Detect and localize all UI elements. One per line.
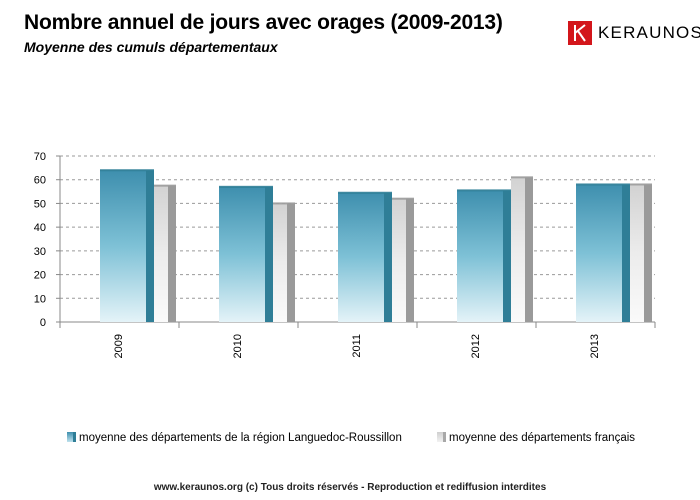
bar-side-region-2011 bbox=[384, 192, 392, 322]
bar-side-france-2009 bbox=[168, 185, 176, 322]
y-tick-label: 0 bbox=[40, 317, 46, 329]
y-tick-label: 30 bbox=[34, 246, 46, 258]
bar-top-region-2009 bbox=[100, 169, 154, 172]
bar-france-2012 bbox=[511, 177, 525, 322]
logo-text: KERAUNOS bbox=[598, 23, 700, 42]
bar-france-2009 bbox=[154, 185, 168, 322]
legend-swatch bbox=[437, 432, 443, 442]
legend-label: moyenne des départements français bbox=[449, 432, 635, 444]
y-tick-label: 60 bbox=[34, 175, 46, 187]
legend-label: moyenne des départements de la région La… bbox=[79, 432, 402, 444]
legend-swatch-side bbox=[73, 432, 76, 442]
x-tick-label: 2013 bbox=[589, 334, 601, 358]
keraunos-logo-icon bbox=[568, 21, 592, 45]
bar-side-region-2013 bbox=[622, 184, 630, 322]
legend-swatch bbox=[67, 432, 73, 442]
bar-france-2010 bbox=[273, 203, 287, 322]
y-tick-label: 10 bbox=[34, 293, 46, 305]
bar-side-france-2010 bbox=[287, 203, 295, 322]
chart-subtitle: Moyenne des cumuls départementaux bbox=[24, 39, 278, 55]
chart-title: Nombre annuel de jours avec orages (2009… bbox=[24, 11, 503, 34]
legend-swatch-side bbox=[443, 432, 446, 442]
bar-top-france-2010 bbox=[273, 202, 295, 205]
x-tick-label: 2012 bbox=[470, 334, 482, 358]
footer-copyright: www.keraunos.org (c) Tous droits réservé… bbox=[153, 482, 547, 493]
x-tick-label: 2009 bbox=[113, 334, 125, 358]
y-tick-label: 50 bbox=[34, 198, 46, 210]
bar-side-region-2012 bbox=[503, 190, 511, 322]
x-tick-label: 2011 bbox=[351, 334, 363, 358]
keraunos-logo[interactable]: KERAUNOS bbox=[568, 20, 700, 46]
bar-top-region-2013 bbox=[576, 183, 630, 186]
y-tick-label: 40 bbox=[34, 222, 46, 234]
bar-region-2012 bbox=[457, 190, 503, 322]
bar-top-france-2009 bbox=[154, 184, 176, 187]
bar-region-2011 bbox=[338, 192, 384, 322]
bar-top-region-2011 bbox=[338, 191, 392, 194]
bar-top-region-2012 bbox=[457, 189, 511, 192]
bar-region-2010 bbox=[219, 186, 265, 322]
bar-top-region-2010 bbox=[219, 185, 273, 188]
bar-side-france-2011 bbox=[406, 198, 414, 322]
bar-region-2013 bbox=[576, 184, 622, 322]
bar-side-france-2013 bbox=[644, 184, 652, 322]
bar-top-france-2011 bbox=[392, 197, 414, 200]
legend: moyenne des départements de la région La… bbox=[67, 432, 635, 444]
bar-france-2013 bbox=[630, 184, 644, 322]
x-tick-label: 2010 bbox=[232, 334, 244, 358]
bar-side-region-2010 bbox=[265, 186, 273, 322]
bar-region-2009 bbox=[100, 170, 146, 322]
y-tick-label: 70 bbox=[34, 151, 46, 163]
bar-side-france-2012 bbox=[525, 177, 533, 322]
bars bbox=[100, 169, 652, 322]
bar-france-2011 bbox=[392, 198, 406, 322]
tick-labels: 0 10 20 30 40 50 60 70 2009 2010 2011 2012 2013 bbox=[34, 151, 601, 358]
bar-top-france-2012 bbox=[511, 176, 533, 179]
bar-side-region-2009 bbox=[146, 170, 154, 322]
y-tick-label: 20 bbox=[34, 270, 46, 282]
bar-top-france-2013 bbox=[630, 183, 652, 186]
